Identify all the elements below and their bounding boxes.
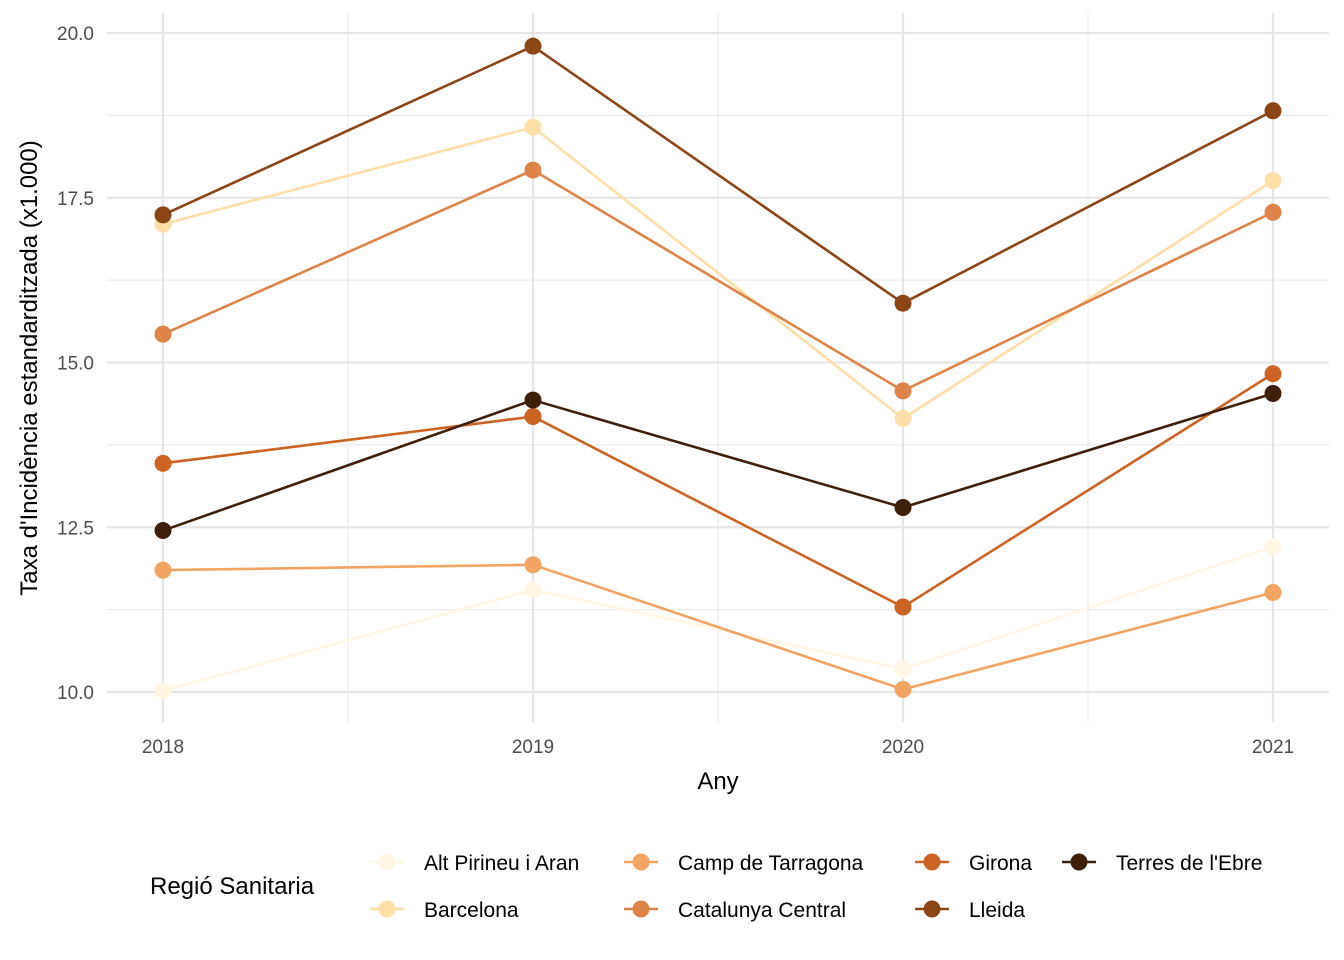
series-line [162,563,1274,691]
legend-label: Lleida [969,899,1025,922]
grid [107,13,1329,722]
series-line [162,44,1274,305]
legend-key-point [923,900,941,918]
data-point [154,522,172,540]
legend-item: Camp de Tarragona [624,852,864,875]
x-tick-label: 2020 [882,737,924,758]
data-point [894,410,912,428]
y-tick-label: 15.0 [57,354,94,375]
legend-label: Barcelona [424,899,519,922]
data-point [894,660,912,678]
data-point [894,382,912,400]
data-point [894,294,912,312]
data-point [524,556,542,574]
data-point [1264,203,1282,221]
legend-item: Barcelona [370,899,519,922]
y-tick-label: 20.0 [57,24,94,45]
series-line [162,168,1274,393]
legend-label: Camp de Tarragona [678,852,864,875]
legend-key-point [632,900,650,918]
legend-label: Catalunya Central [678,899,846,922]
data-point [524,391,542,409]
series-points [154,37,1282,700]
data-point [1264,384,1282,402]
x-axis: 2018 2019 2020 2021 [142,737,1294,758]
data-point [524,161,542,179]
series-line [162,392,1274,532]
legend-key-point [1070,853,1088,871]
data-point [524,37,542,55]
data-point [154,206,172,224]
data-point [894,498,912,516]
series-line [162,125,1274,420]
legend-key-point [632,853,650,871]
legend-item: Alt Pirineu i Aran [370,852,579,875]
data-point [1264,365,1282,383]
legend-label: Girona [969,852,1032,875]
x-tick-label: 2021 [1252,737,1294,758]
data-point [154,682,172,700]
legend-item: Lleida [915,899,1025,922]
series-line [162,372,1274,609]
data-point [894,598,912,616]
data-point [524,408,542,426]
legend-key-point [378,853,396,871]
data-point [154,561,172,579]
legend-key-point [923,853,941,871]
legend: Alt Pirineu i Aran Barcelona Camp de Tarra… [370,852,1262,922]
data-point [154,454,172,472]
data-point [154,325,172,343]
legend-label: Alt Pirineu i Aran [424,852,579,875]
legend-item: Terres de l'Ebre [1062,852,1262,875]
data-point [1264,583,1282,601]
y-tick-label: 17.5 [57,189,94,210]
y-axis: 10.0 12.5 15.0 17.5 20.0 [57,24,94,704]
x-tick-label: 2019 [512,737,554,758]
data-point [1264,172,1282,190]
data-point [894,680,912,698]
data-point [1264,102,1282,120]
series-lines [162,44,1274,692]
legend-label: Terres de l'Ebre [1116,852,1262,875]
legend-item: Girona [915,852,1032,875]
legend-item: Catalunya Central [624,899,846,922]
x-axis-title: Any [697,768,738,795]
y-tick-label: 10.0 [57,683,94,704]
legend-title: Regió Sanitaria [150,873,315,900]
series-line [162,545,1274,692]
legend-key-point [378,900,396,918]
x-tick-label: 2018 [142,737,184,758]
data-point [1264,538,1282,556]
data-point [524,581,542,599]
y-tick-label: 12.5 [57,518,94,539]
data-point [524,118,542,136]
y-axis-title: Taxa d'Incidència estandarditzada (x1.00… [16,140,43,596]
